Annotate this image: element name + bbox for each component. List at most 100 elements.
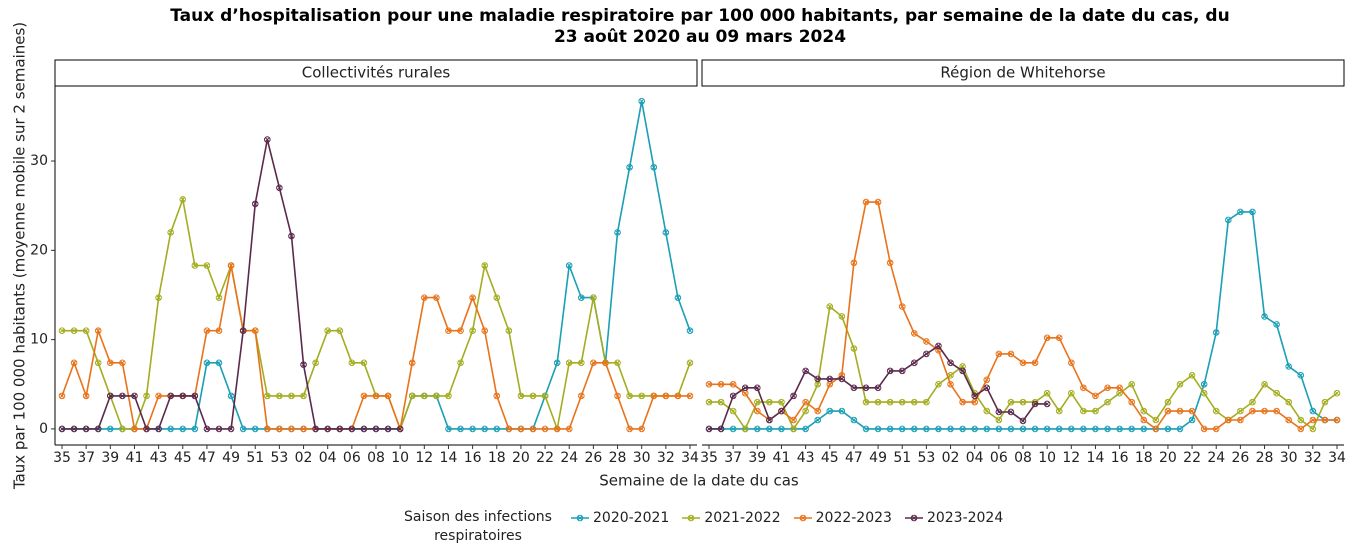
marker-cross xyxy=(675,295,681,301)
marker-cross xyxy=(887,260,893,266)
data-point xyxy=(1249,208,1256,216)
data-point xyxy=(729,407,737,415)
x-tick-label: 10 xyxy=(391,450,409,466)
marker-cross xyxy=(421,393,427,399)
marker-ring xyxy=(850,345,858,352)
x-tick-label: 14 xyxy=(1087,450,1105,466)
marker-ring xyxy=(529,425,537,433)
y-axis-label: Taux par 100 000 habitants (moyenne mobi… xyxy=(11,22,29,490)
x-tick-label: 37 xyxy=(724,450,742,466)
x-tick-label: 12 xyxy=(415,450,433,466)
legend-label: 2020-2021 xyxy=(593,509,670,526)
data-point xyxy=(94,359,102,367)
data-point xyxy=(565,359,573,367)
data-point xyxy=(360,425,368,433)
x-tick-label: 32 xyxy=(1304,450,1322,466)
data-point xyxy=(638,97,645,105)
marker-cross xyxy=(1250,209,1255,215)
marker-ring xyxy=(82,392,90,400)
marker-ring xyxy=(396,425,404,433)
x-tick-label: 22 xyxy=(536,450,554,466)
marker-cross xyxy=(1201,426,1207,432)
data-point xyxy=(614,229,621,236)
data-point xyxy=(167,392,174,400)
marker-ring xyxy=(408,392,416,400)
data-point xyxy=(541,425,549,433)
marker-ring xyxy=(1019,398,1027,406)
data-point xyxy=(421,294,428,301)
marker-ring xyxy=(1019,417,1027,425)
marker-ring xyxy=(790,392,797,400)
x-tick-label: 43 xyxy=(150,450,168,466)
marker-cross xyxy=(301,393,306,399)
marker-cross xyxy=(192,393,198,399)
data-point xyxy=(959,425,966,433)
marker-cross xyxy=(754,399,760,405)
data-point xyxy=(911,359,918,367)
data-point xyxy=(276,425,283,433)
marker-cross xyxy=(409,393,415,399)
marker-cross xyxy=(1177,426,1183,432)
series-line xyxy=(709,201,1337,431)
marker-cross xyxy=(1238,408,1243,414)
marker-cross xyxy=(397,426,403,432)
data-point xyxy=(1019,425,1027,433)
data-point xyxy=(264,392,271,400)
marker-cross xyxy=(1286,364,1292,369)
data-point xyxy=(1237,208,1244,216)
marker-ring xyxy=(131,392,138,400)
marker-cross xyxy=(948,426,953,432)
marker-cross xyxy=(59,393,65,399)
data-point xyxy=(650,163,658,171)
x-tick-label: 37 xyxy=(77,450,95,466)
x-tick-label: 28 xyxy=(609,450,627,466)
data-point xyxy=(717,398,725,406)
data-point xyxy=(1212,329,1220,336)
data-point xyxy=(947,425,954,433)
marker-cross xyxy=(566,263,572,268)
data-point xyxy=(70,359,78,367)
data-point xyxy=(119,392,126,400)
marker-cross xyxy=(204,263,210,268)
marker-ring xyxy=(650,392,658,400)
marker-cross xyxy=(107,360,113,366)
marker-ring xyxy=(312,425,319,433)
marker-cross xyxy=(120,360,125,366)
data-point xyxy=(445,425,452,433)
marker-cross xyxy=(156,393,161,399)
marker-ring xyxy=(300,392,307,400)
data-point xyxy=(445,327,452,334)
marker-ring xyxy=(1309,425,1317,433)
marker-cross xyxy=(578,295,584,301)
marker-cross xyxy=(216,295,222,301)
data-point xyxy=(348,425,356,433)
marker-cross xyxy=(875,199,881,205)
marker-ring xyxy=(167,229,174,236)
marker-cross xyxy=(542,426,548,432)
marker-cross xyxy=(470,426,475,432)
marker-cross xyxy=(767,426,772,432)
x-tick-label: 24 xyxy=(560,450,578,466)
data-point xyxy=(729,425,737,433)
marker-cross xyxy=(779,399,784,405)
marker-cross xyxy=(59,426,65,432)
marker-cross xyxy=(228,426,234,432)
marker-ring xyxy=(288,425,295,433)
data-point xyxy=(1333,416,1341,424)
marker-ring xyxy=(1140,425,1148,433)
data-point xyxy=(1007,350,1015,358)
data-point xyxy=(1225,416,1232,424)
marker-cross xyxy=(924,351,929,357)
marker-cross xyxy=(718,399,724,405)
marker-cross xyxy=(972,393,978,399)
marker-ring xyxy=(935,342,942,350)
marker-ring xyxy=(717,380,725,388)
marker-ring xyxy=(1261,380,1268,388)
marker-ring xyxy=(766,416,773,424)
marker-cross xyxy=(132,426,137,432)
data-point xyxy=(686,327,694,334)
data-point xyxy=(155,294,162,301)
data-point xyxy=(754,398,761,406)
marker-cross xyxy=(984,385,990,391)
